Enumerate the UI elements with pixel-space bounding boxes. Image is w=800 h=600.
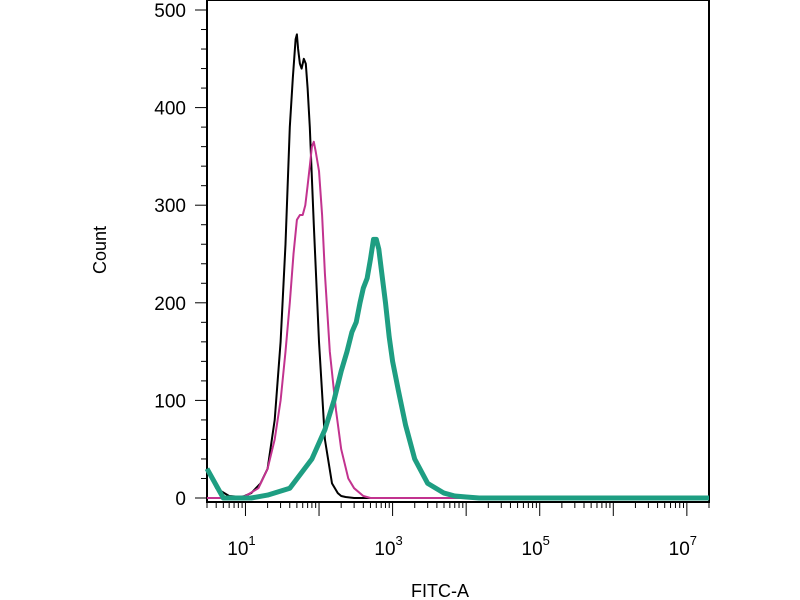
x-axis: 101 103 105 107 xyxy=(206,502,710,560)
y-tick-label: 200 xyxy=(154,294,186,315)
y-tick-label: 0 xyxy=(175,489,186,510)
y-tick-label: 300 xyxy=(154,196,186,217)
plot-area xyxy=(206,0,710,503)
x-axis-title: FITC-A xyxy=(411,581,469,600)
series-line-1 xyxy=(206,33,687,499)
series-line-2 xyxy=(207,140,687,499)
x-tick-label: 107 xyxy=(669,533,697,560)
y-axis: 0 100 200 300 400 500 xyxy=(154,1,207,510)
y-axis-title: Count xyxy=(90,226,110,274)
series-line-3 xyxy=(204,236,709,501)
series-layer xyxy=(204,33,709,501)
y-tick-label: 100 xyxy=(154,391,186,412)
x-tick-label: 105 xyxy=(522,533,550,560)
y-tick-label: 400 xyxy=(154,99,186,120)
y-tick-label: 500 xyxy=(154,1,186,22)
plot-border xyxy=(206,0,710,503)
x-tick-label: 101 xyxy=(227,533,255,560)
x-tick-label: 103 xyxy=(374,533,402,560)
